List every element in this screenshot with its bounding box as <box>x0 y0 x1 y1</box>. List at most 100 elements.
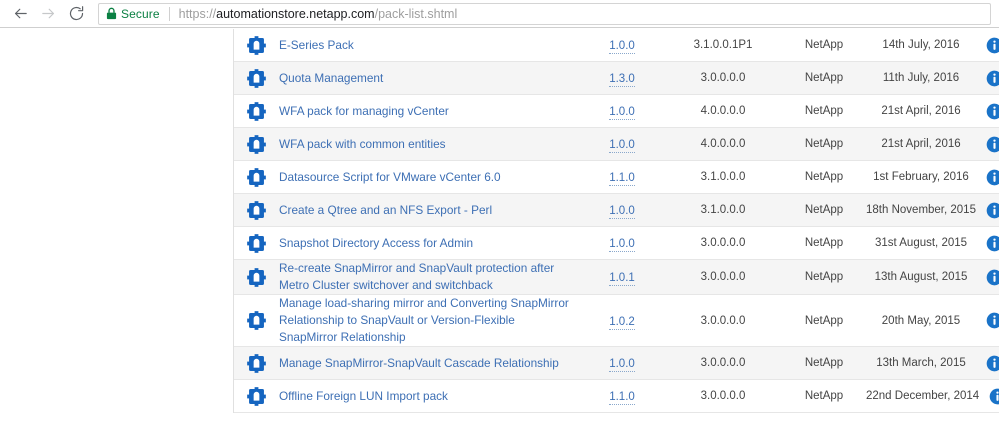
back-button[interactable] <box>6 0 34 28</box>
info-button[interactable] <box>986 312 999 329</box>
pack-actions-cell <box>976 102 999 121</box>
pack-version-cell: 1.0.0 <box>580 36 664 54</box>
table-row[interactable]: Snapshot Directory Access for Admin 1.0.… <box>234 227 999 260</box>
info-button[interactable] <box>986 70 999 87</box>
pack-date-cell: 18th November, 2015 <box>866 204 976 216</box>
pack-icon-cell <box>234 68 279 88</box>
lock-icon <box>106 7 117 20</box>
info-button[interactable] <box>986 136 999 153</box>
pack-date-cell: 1st February, 2016 <box>873 171 969 183</box>
table-row[interactable]: Offline Foreign LUN Import pack 1.1.0 3.… <box>234 380 999 413</box>
pack-date-cell: 20th May, 2015 <box>881 314 961 327</box>
pack-version-link[interactable]: 1.0.0 <box>609 106 635 120</box>
info-button[interactable] <box>986 269 999 286</box>
pack-icon <box>247 35 266 55</box>
pack-version-cell: 1.0.0 <box>580 234 664 252</box>
pack-version-cell: 1.0.0 <box>580 354 664 372</box>
info-button[interactable] <box>989 388 999 405</box>
info-icon <box>986 355 999 371</box>
pack-name-link[interactable]: Quota Management <box>279 71 384 85</box>
pack-icon-cell <box>234 134 279 154</box>
pack-name-link[interactable]: E-Series Pack <box>279 38 354 52</box>
pack-version-link[interactable]: 1.0.0 <box>609 40 635 54</box>
pack-version-cell: 1.1.0 <box>580 168 664 186</box>
table-row[interactable]: WFA pack with common entities 1.0.0 4.0.… <box>234 128 999 161</box>
pack-author-cell: NetApp <box>804 357 844 369</box>
pack-name-link[interactable]: WFA pack for managing vCenter <box>279 104 449 118</box>
pack-version-link[interactable]: 1.0.1 <box>609 272 635 286</box>
pack-author-cell: NetApp <box>804 390 844 402</box>
pack-name-cell: WFA pack with common entities <box>279 135 580 153</box>
pack-version-link[interactable]: 1.0.0 <box>609 205 635 219</box>
min-wfa-version-cell: 3.1.0.0.1P1 <box>693 39 753 51</box>
url-path: /pack-list.shtml <box>374 6 458 21</box>
min-wfa-version-cell: 3.1.0.0.0 <box>700 204 746 216</box>
pack-name-link[interactable]: Manage load-sharing mirror and Convertin… <box>279 296 569 344</box>
pack-icon <box>247 311 266 330</box>
pack-name-link[interactable]: Offline Foreign LUN Import pack <box>279 389 448 403</box>
pack-version-link[interactable]: 1.3.0 <box>609 73 635 87</box>
table-row[interactable]: WFA pack for managing vCenter 1.0.0 4.0.… <box>234 95 999 128</box>
min-wfa-version-cell: 4.0.0.0.0 <box>700 138 746 150</box>
table-row[interactable]: Datasource Script for VMware vCenter 6.0… <box>234 161 999 194</box>
pack-version-link[interactable]: 1.1.0 <box>609 172 635 186</box>
info-button[interactable] <box>986 202 999 219</box>
pack-name-link[interactable]: Snapshot Directory Access for Admin <box>279 236 474 250</box>
pack-version-link[interactable]: 1.0.0 <box>609 238 635 252</box>
table-row[interactable]: Manage load-sharing mirror and Convertin… <box>234 295 999 347</box>
pack-author-cell: NetApp <box>804 237 844 249</box>
table-row[interactable]: Manage SnapMirror-SnapVault Cascade Rela… <box>234 347 999 380</box>
pack-name-link[interactable]: Datasource Script for VMware vCenter 6.0 <box>279 170 501 184</box>
pack-version-link[interactable]: 1.0.0 <box>609 139 635 153</box>
min-wfa-version-cell: 3.0.0.0.0 <box>700 314 746 327</box>
info-icon <box>986 202 999 218</box>
pack-date-cell: 11th July, 2016 <box>882 72 960 84</box>
table-row[interactable]: Quota Management 1.3.0 3.0.0.0.0 NetApp … <box>234 62 999 95</box>
min-wfa-version-cell: 3.1.0.0.0 <box>700 171 746 183</box>
table-row[interactable]: Create a Qtree and an NFS Export - Perl … <box>234 194 999 227</box>
pack-name-link[interactable]: Re-create SnapMirror and SnapVault prote… <box>279 261 555 292</box>
info-button[interactable] <box>986 355 999 372</box>
table-row[interactable]: E-Series Pack 1.0.0 3.1.0.0.1P1 NetApp 1… <box>234 29 999 62</box>
pack-version-link[interactable]: 1.1.0 <box>609 391 635 405</box>
info-button[interactable] <box>986 169 999 186</box>
pack-icon-cell <box>234 167 279 187</box>
info-icon <box>989 388 999 404</box>
pack-author-cell: NetApp <box>804 105 844 117</box>
pack-version-cell: 1.0.2 <box>580 312 664 330</box>
pack-actions-cell <box>976 135 999 154</box>
pack-actions-cell <box>976 168 999 187</box>
pack-name-cell: Create a Qtree and an NFS Export - Perl <box>279 201 580 219</box>
reload-button[interactable] <box>62 0 90 28</box>
pack-icon-cell <box>234 267 279 287</box>
pack-version-cell: 1.0.0 <box>580 135 664 153</box>
pack-name-link[interactable]: Create a Qtree and an NFS Export - Perl <box>279 203 493 217</box>
info-icon <box>986 103 999 119</box>
url-host: automationstore.netapp.com <box>216 6 375 21</box>
pack-author-cell: NetApp <box>804 171 844 183</box>
pack-actions-cell <box>976 69 999 88</box>
pack-icon <box>247 200 266 220</box>
pack-icon-cell <box>234 311 279 330</box>
pack-name-link[interactable]: Manage SnapMirror-SnapVault Cascade Rela… <box>279 356 559 370</box>
min-wfa-version-cell: 3.0.0.0.0 <box>700 72 746 84</box>
pack-name-link[interactable]: WFA pack with common entities <box>279 137 446 151</box>
pack-name-cell: Snapshot Directory Access for Admin <box>279 234 580 252</box>
pack-icon <box>247 353 266 373</box>
arrow-right-icon <box>41 8 54 19</box>
pack-date-cell: 13th March, 2015 <box>876 357 966 369</box>
pack-version-cell: 1.0.0 <box>580 102 664 120</box>
url-text: https://automationstore.netapp.com/pack-… <box>179 7 458 21</box>
table-row[interactable]: Re-create SnapMirror and SnapVault prote… <box>234 260 999 295</box>
reload-icon <box>69 6 83 21</box>
info-button[interactable] <box>986 37 999 54</box>
pack-icon-cell <box>234 200 279 220</box>
info-button[interactable] <box>986 235 999 252</box>
pack-version-link[interactable]: 1.0.0 <box>609 358 635 372</box>
info-button[interactable] <box>986 103 999 120</box>
pack-version-link[interactable]: 1.0.2 <box>609 315 635 330</box>
address-bar[interactable]: Secure https://automationstore.netapp.co… <box>98 2 991 25</box>
pack-list-table: E-Series Pack 1.0.0 3.1.0.0.1P1 NetApp 1… <box>233 29 999 413</box>
pack-name-cell: Offline Foreign LUN Import pack <box>279 387 580 405</box>
pack-name-cell: Manage SnapMirror-SnapVault Cascade Rela… <box>279 354 580 372</box>
